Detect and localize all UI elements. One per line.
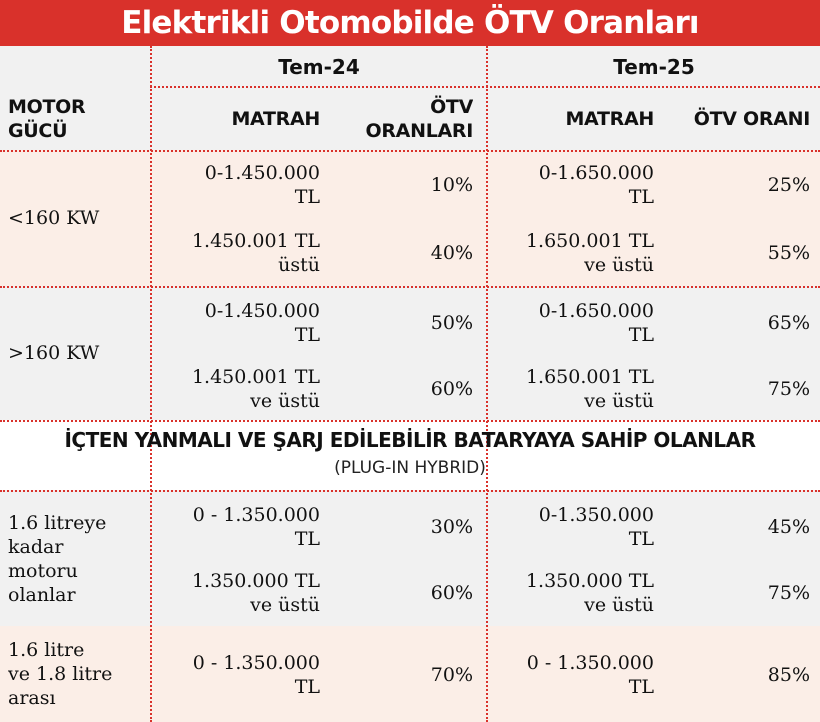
otv-rates-header-2024: ÖTV ORANLARI xyxy=(365,96,474,142)
matrah-header-2025: MATRAH xyxy=(565,108,654,130)
matrah-cell: 0-1.450.000 TL xyxy=(204,300,320,346)
engine-size-up-to-1-6: 1.6 litreye kadar motoru olanlar xyxy=(8,512,107,606)
divider-line xyxy=(150,46,152,722)
rate-cell: 85% xyxy=(767,664,810,686)
divider-line xyxy=(486,46,488,722)
matrah-cell: 0-1.650.000 TL xyxy=(538,300,654,346)
motor-power-over-160: >160 KW xyxy=(8,342,100,364)
matrah-cell: 0-1.450.000 TL xyxy=(204,162,320,208)
otv-rate-header-2025: ÖTV ORANI xyxy=(693,108,810,130)
matrah-cell: 1.350.000 TL ve üstü xyxy=(525,570,654,616)
matrah-cell: 0-1.350.000 TL xyxy=(538,504,654,550)
row-band-under-160 xyxy=(0,150,820,286)
rate-cell: 65% xyxy=(767,312,810,334)
period-header-2025: Tem-25 xyxy=(613,55,695,79)
divider-line xyxy=(150,86,820,88)
matrah-cell: 0 - 1.350.000 TL xyxy=(192,504,320,550)
matrah-cell: 1.650.001 TL ve üstü xyxy=(525,366,654,412)
motor-power-header: MOTOR GÜCÜ xyxy=(8,96,86,142)
rate-cell: 55% xyxy=(767,242,810,264)
matrah-cell: 1.350.000 TL ve üstü xyxy=(191,570,320,616)
rate-cell: 40% xyxy=(430,242,473,264)
rate-cell: 10% xyxy=(430,174,473,196)
rate-cell: 30% xyxy=(430,516,473,538)
page-title: Elektrikli Otomobilde ÖTV Oranları xyxy=(0,0,820,46)
divider-line xyxy=(0,490,820,492)
hybrid-section-title: İÇTEN YANMALI VE ŞARJ EDİLEBİLİR BATARYA… xyxy=(64,428,756,452)
rate-cell: 45% xyxy=(767,516,810,538)
rate-cell: 70% xyxy=(430,664,473,686)
divider-line xyxy=(0,420,820,422)
matrah-cell: 0 - 1.350.000 TL xyxy=(192,652,320,698)
rate-cell: 60% xyxy=(430,582,473,604)
matrah-cell: 1.450.001 TL üstü xyxy=(191,230,320,276)
period-header-2024: Tem-24 xyxy=(278,55,360,79)
rate-cell: 50% xyxy=(430,312,473,334)
divider-line xyxy=(0,286,820,288)
matrah-cell: 1.450.001 TL ve üstü xyxy=(191,366,320,412)
rate-cell: 60% xyxy=(430,378,473,400)
matrah-cell: 1.650.001 TL ve üstü xyxy=(525,230,654,276)
header-band xyxy=(0,46,820,150)
matrah-header-2024: MATRAH xyxy=(231,108,320,130)
row-band-hybrid-2 xyxy=(0,626,820,722)
matrah-cell: 0 - 1.350.000 TL xyxy=(526,652,654,698)
row-band-hybrid-1 xyxy=(0,490,820,626)
hybrid-section-subtitle: (PLUG-IN HYBRID) xyxy=(334,458,486,478)
motor-power-under-160: <160 KW xyxy=(8,207,100,229)
matrah-cell: 0-1.650.000 TL xyxy=(538,162,654,208)
row-band-over-160 xyxy=(0,286,820,420)
divider-line xyxy=(0,150,820,152)
rate-cell: 75% xyxy=(767,378,810,400)
rate-cell: 25% xyxy=(767,174,810,196)
rate-cell: 75% xyxy=(767,582,810,604)
engine-size-1-6-to-1-8: 1.6 litre ve 1.8 litre arası xyxy=(8,639,113,709)
